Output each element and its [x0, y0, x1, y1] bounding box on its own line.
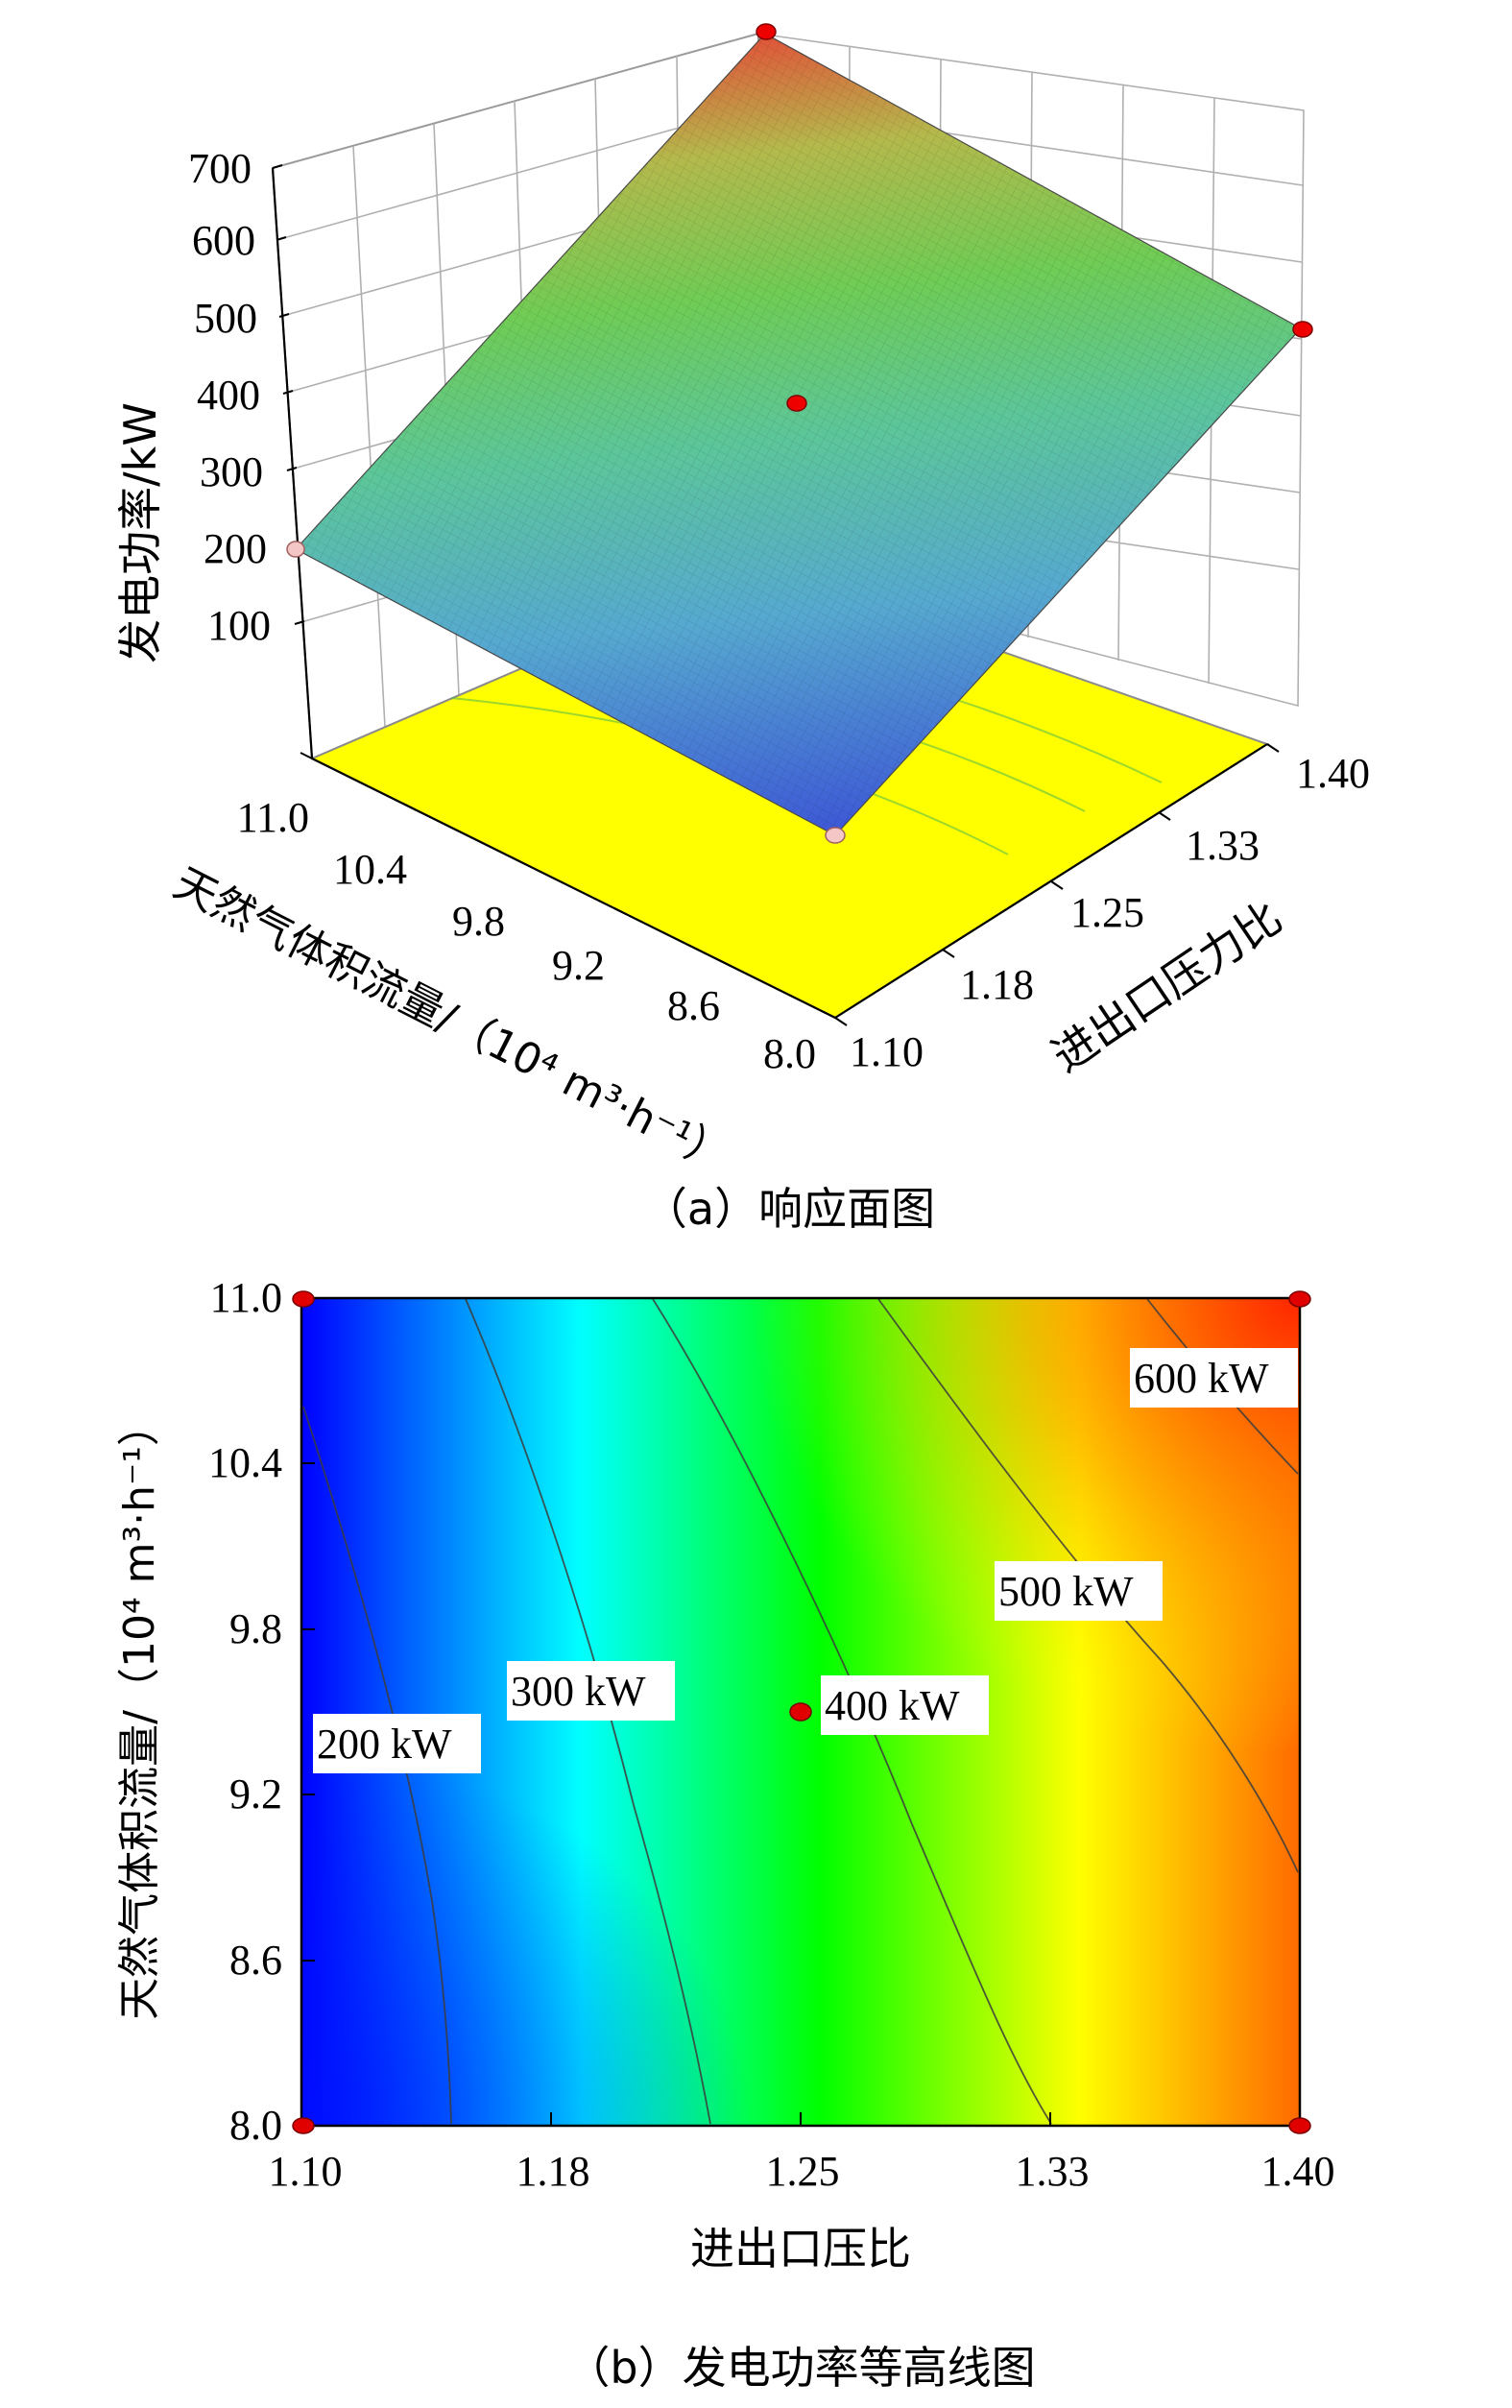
contour-point-bottom-left: [292, 2117, 315, 2134]
flow-tick-8-6: 8.6: [667, 982, 720, 1029]
z-tick-700: 700: [188, 145, 252, 192]
ratio-axis-ticks: [834, 743, 1280, 1026]
y-tick-9-8: 9.8: [229, 1605, 282, 1652]
flow-tick-11-0: 11.0: [237, 794, 309, 841]
z-axis-label: 发电功率/kW: [114, 402, 166, 663]
contour-point-center: [789, 1702, 812, 1722]
ratio-tick-1-18: 1.18: [960, 961, 1034, 1008]
design-point-top: [756, 23, 777, 40]
x-tick-1-40: 1.40: [1261, 2148, 1335, 2195]
x-tick-1-18: 1.18: [516, 2148, 590, 2195]
y-tick-8-0: 8.0: [229, 2102, 282, 2149]
contour-label-500: 500 kW: [998, 1568, 1134, 1615]
z-tick-600: 600: [192, 217, 255, 264]
contour-lines: [302, 1298, 1299, 2125]
flow-tick-10-4: 10.4: [333, 846, 407, 893]
design-point-center: [786, 395, 807, 412]
contour-label-200: 200 kW: [317, 1721, 452, 1768]
z-tick-200: 200: [204, 525, 267, 572]
axis-frame: [271, 167, 1268, 1019]
contour-point-bottom-right: [1288, 2117, 1311, 2134]
z-tick-400: 400: [197, 372, 260, 419]
x-tick-1-33: 1.33: [1016, 2148, 1090, 2195]
z-tick-500: 500: [194, 295, 257, 342]
flow-axis-ticks: [300, 752, 836, 1019]
ratio-tick-1-10: 1.10: [850, 1028, 924, 1075]
design-point-right: [1292, 321, 1313, 338]
ratio-tick-1-25: 1.25: [1070, 889, 1144, 936]
contour-x-tick-labels: 1.10 1.18 1.25 1.33 1.40: [269, 2148, 1335, 2195]
caption-a: （a）响应面图: [643, 1183, 935, 1235]
ratio-axis-tick-labels: 1.10 1.18 1.25 1.33 1.40: [850, 750, 1370, 1075]
contour-label-600: 600 kW: [1134, 1355, 1269, 1402]
flow-tick-8-0: 8.0: [763, 1030, 816, 1077]
response-surface-mesh: [296, 34, 1301, 835]
surface-design-points: [286, 23, 1313, 844]
surface-plot: 700 600 500 400 300 200 100 发电功率/kW 11.0…: [114, 23, 1370, 1235]
x-tick-1-10: 1.10: [269, 2148, 343, 2195]
x-tick-1-25: 1.25: [766, 2148, 840, 2195]
ratio-tick-1-40: 1.40: [1296, 750, 1370, 797]
caption-b: （b）发电功率等高线图: [565, 2342, 1035, 2394]
contour-label-400: 400 kW: [825, 1682, 960, 1729]
z-tick-100: 100: [207, 602, 271, 649]
contour-line-300: [465, 1298, 711, 2125]
y-tick-10-4: 10.4: [208, 1439, 282, 1486]
z-axis-tick-labels: 700 600 500 400 300 200 100: [188, 145, 271, 649]
contour-x-axis-label: 进出口压比: [690, 2223, 911, 2275]
flow-tick-9-8: 9.8: [452, 898, 505, 945]
contour-plot: 200 kW 300 kW 400 kW 500 kW 600 kW 1.10 …: [115, 1274, 1335, 2394]
contour-y-axis-label: 天然气体积流量/（10⁴ m³·h⁻¹）: [115, 1404, 164, 2020]
flow-tick-9-2: 9.2: [552, 942, 605, 989]
y-tick-9-2: 9.2: [229, 1770, 282, 1818]
contour-point-top-left: [292, 1290, 315, 1308]
contour-line-200: [302, 1406, 452, 2125]
flow-axis-tick-labels: 11.0 10.4 9.8 9.2 8.6 8.0: [237, 794, 816, 1077]
contour-label-300: 300 kW: [511, 1668, 646, 1715]
contour-line-400: [652, 1298, 1052, 2125]
z-tick-300: 300: [200, 448, 263, 495]
design-point-bottom: [825, 827, 846, 844]
contour-design-points: [292, 1290, 1311, 2134]
contour-y-tick-labels: 8.0 8.6 9.2 9.8 10.4 11.0: [208, 1274, 282, 2149]
design-point-left: [286, 541, 305, 558]
ratio-tick-1-33: 1.33: [1186, 822, 1260, 869]
contour-point-top-right: [1288, 1290, 1311, 1308]
contour-labels: 200 kW 300 kW 400 kW 500 kW 600 kW: [313, 1348, 1298, 1773]
contour-line-500: [877, 1298, 1299, 1873]
y-tick-11-0: 11.0: [210, 1274, 282, 1321]
y-tick-8-6: 8.6: [229, 1937, 282, 1984]
